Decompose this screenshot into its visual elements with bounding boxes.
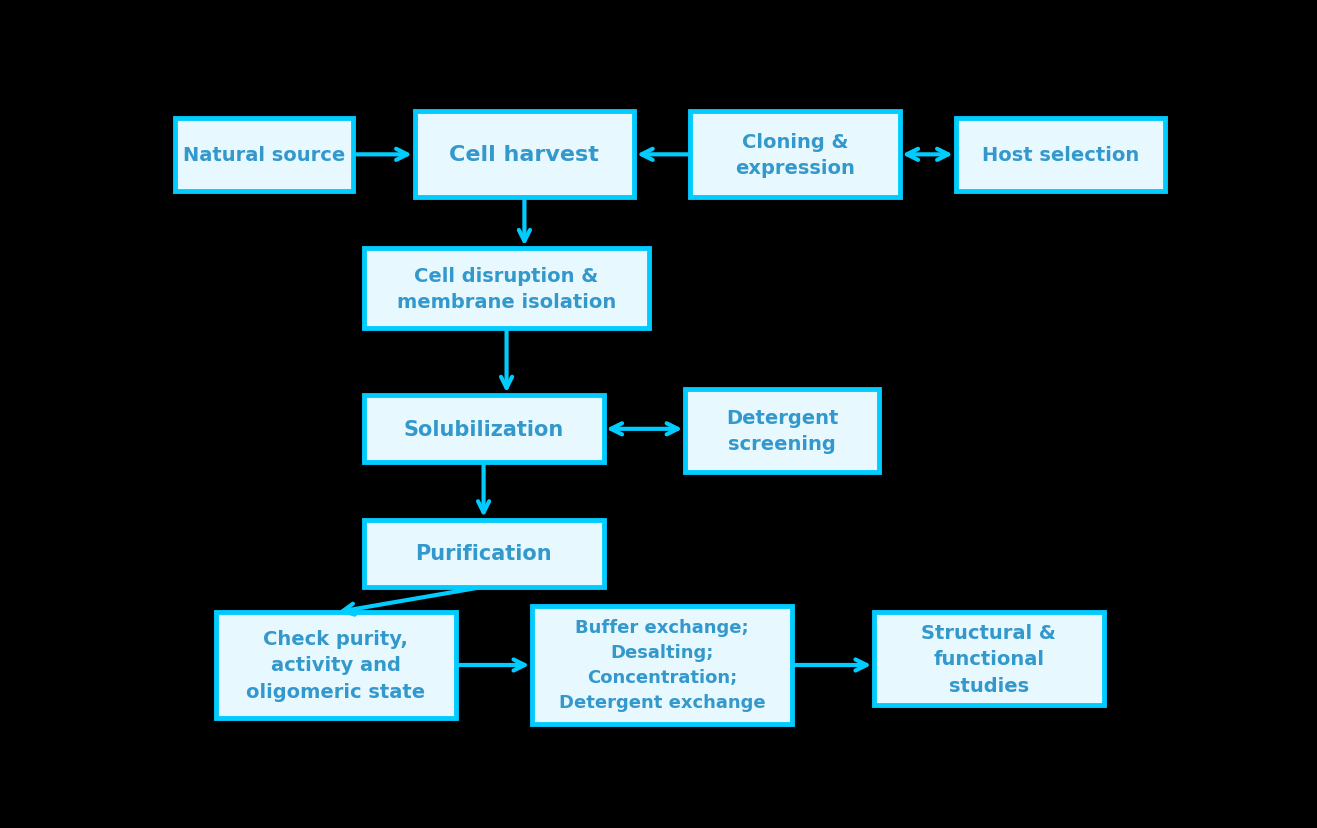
Text: Cloning &
expression: Cloning & expression — [735, 132, 855, 178]
FancyBboxPatch shape — [956, 118, 1166, 192]
Text: Host selection: Host selection — [981, 146, 1139, 165]
FancyBboxPatch shape — [874, 613, 1104, 705]
FancyBboxPatch shape — [175, 118, 353, 192]
FancyBboxPatch shape — [363, 396, 603, 463]
Text: Check purity,
activity and
oligomeric state: Check purity, activity and oligomeric st… — [246, 629, 425, 701]
Text: Solubilization: Solubilization — [403, 419, 564, 440]
Text: Natural source: Natural source — [183, 146, 345, 165]
FancyBboxPatch shape — [216, 613, 456, 718]
Text: Buffer exchange;
Desalting;
Concentration;
Detergent exchange: Buffer exchange; Desalting; Concentratio… — [558, 619, 765, 711]
FancyBboxPatch shape — [415, 112, 633, 198]
FancyBboxPatch shape — [685, 389, 880, 472]
FancyBboxPatch shape — [690, 112, 900, 198]
Text: Detergent
screening: Detergent screening — [726, 408, 839, 454]
Text: Cell harvest: Cell harvest — [449, 145, 599, 165]
FancyBboxPatch shape — [532, 606, 793, 724]
FancyBboxPatch shape — [363, 520, 603, 587]
FancyBboxPatch shape — [363, 249, 649, 329]
Text: Purification: Purification — [415, 544, 552, 564]
Text: Cell disruption &
membrane isolation: Cell disruption & membrane isolation — [396, 267, 616, 312]
Text: Structural &
functional
studies: Structural & functional studies — [922, 623, 1056, 695]
